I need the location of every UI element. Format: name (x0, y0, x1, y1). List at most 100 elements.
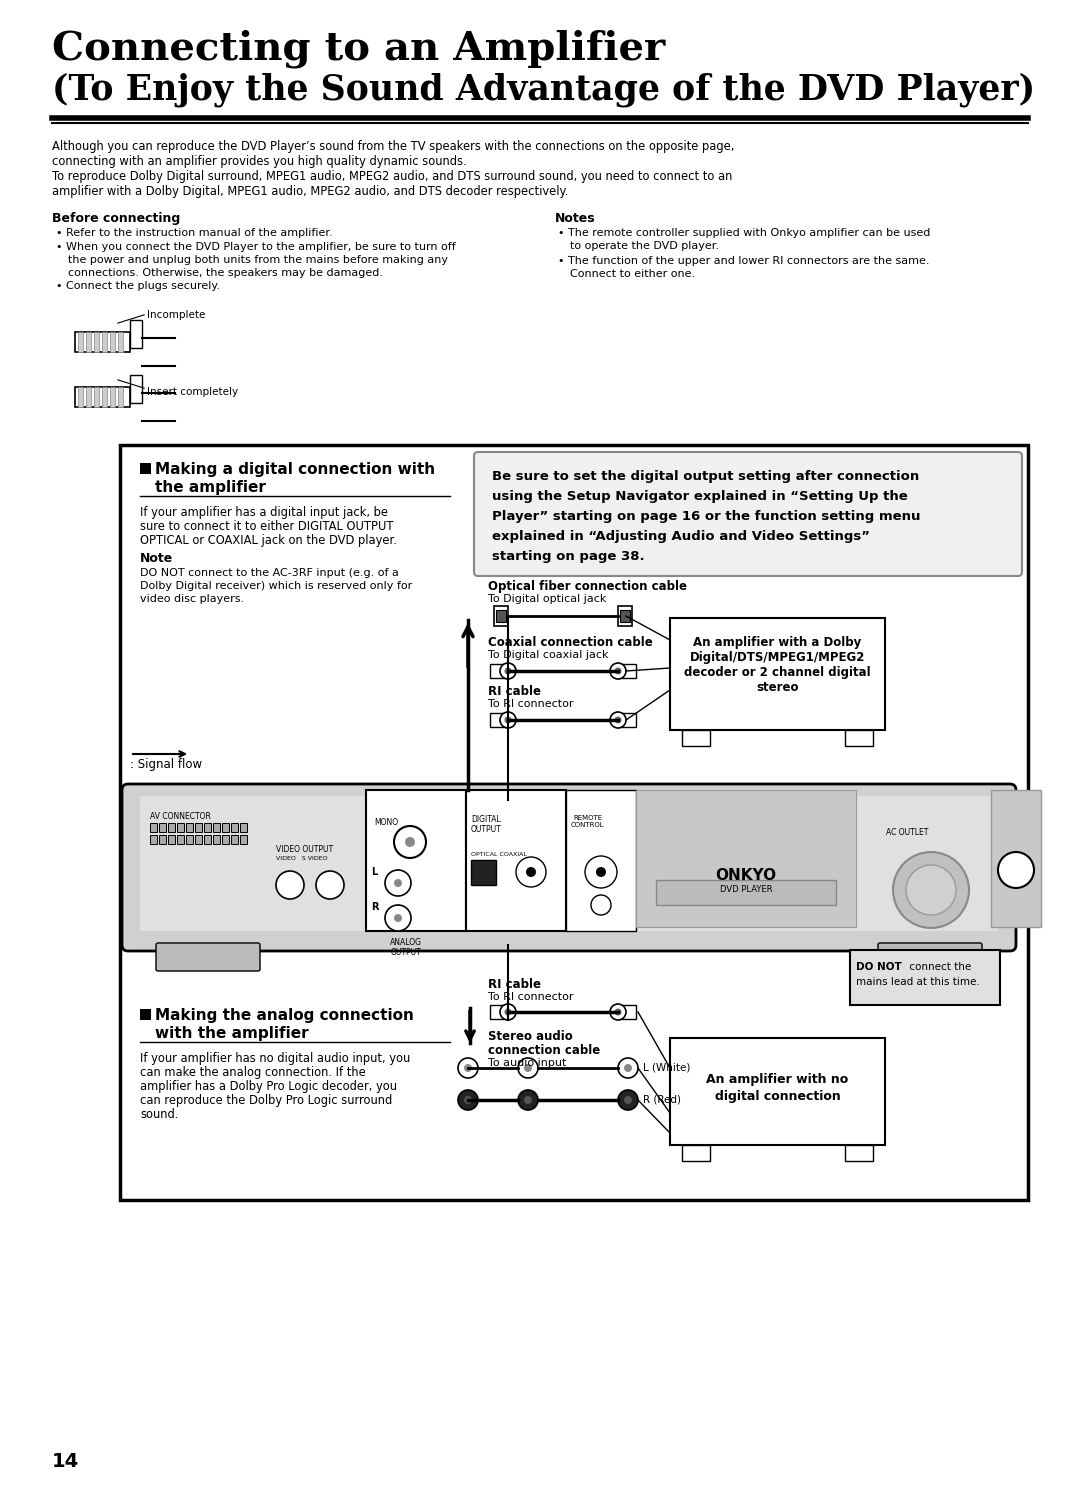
Text: the amplifier: the amplifier (156, 480, 266, 495)
Text: Notes: Notes (555, 212, 596, 226)
FancyBboxPatch shape (122, 784, 1016, 950)
Bar (618, 664, 636, 679)
Text: connection cable: connection cable (488, 1044, 600, 1057)
Bar (991, 790, 1041, 927)
Circle shape (384, 904, 411, 931)
Text: Making the analog connection: Making the analog connection (156, 1008, 414, 1023)
Circle shape (464, 1096, 472, 1103)
Text: L: L (372, 867, 377, 878)
Bar (150, 835, 157, 843)
Text: An amplifier with no: An amplifier with no (706, 1074, 849, 1086)
Bar (681, 1145, 710, 1161)
Bar (231, 823, 238, 832)
Bar (845, 1145, 873, 1161)
Bar (186, 835, 193, 843)
Circle shape (500, 662, 516, 679)
Text: with the amplifier: with the amplifier (156, 1026, 309, 1041)
Text: DVD PLAYER: DVD PLAYER (719, 885, 772, 894)
Bar (204, 835, 211, 843)
Bar (231, 835, 238, 843)
Bar (845, 731, 873, 745)
Circle shape (405, 838, 415, 846)
Text: Digital/DTS/MPEG1/MPEG2: Digital/DTS/MPEG1/MPEG2 (690, 650, 865, 664)
Bar (240, 835, 247, 843)
Bar (118, 333, 123, 352)
Circle shape (591, 895, 611, 915)
FancyBboxPatch shape (474, 451, 1022, 576)
Bar (850, 950, 1000, 1005)
Bar (102, 388, 107, 407)
Circle shape (500, 711, 516, 728)
Bar (490, 664, 508, 679)
Circle shape (276, 872, 303, 898)
Bar (366, 790, 465, 931)
Text: DO NOT: DO NOT (856, 962, 902, 973)
Circle shape (618, 1090, 638, 1109)
Circle shape (458, 1090, 478, 1109)
Bar (75, 388, 130, 407)
Circle shape (624, 1063, 632, 1072)
Bar (102, 333, 107, 352)
Text: • The remote controller supplied with Onkyo amplifier can be used: • The remote controller supplied with On… (558, 229, 930, 238)
Circle shape (394, 913, 402, 922)
Bar (75, 333, 130, 352)
Text: connect the: connect the (906, 962, 971, 973)
Text: REMOTE
CONTROL: REMOTE CONTROL (571, 815, 605, 829)
Bar (490, 1005, 508, 1019)
Text: AC OUTLET: AC OUTLET (886, 829, 929, 838)
Bar (618, 713, 636, 728)
Text: To reproduce Dolby Digital surround, MPEG1 audio, MPEG2 audio, and DTS surround : To reproduce Dolby Digital surround, MPE… (52, 169, 732, 183)
Bar (94, 333, 99, 352)
Text: Connect to either one.: Connect to either one. (570, 269, 696, 279)
Text: the power and unplug both units from the mains before making any: the power and unplug both units from the… (68, 255, 448, 264)
Bar (496, 610, 507, 622)
Bar (222, 835, 229, 843)
Text: ONKYO: ONKYO (715, 869, 777, 884)
Circle shape (394, 826, 426, 858)
Bar (670, 618, 885, 731)
Bar (240, 823, 247, 832)
Text: Although you can reproduce the DVD Player’s sound from the TV speakers with the : Although you can reproduce the DVD Playe… (52, 140, 734, 153)
Circle shape (893, 852, 969, 928)
Text: • Connect the plugs securely.: • Connect the plugs securely. (56, 281, 220, 291)
Bar (204, 823, 211, 832)
Bar (494, 606, 508, 627)
Circle shape (610, 1004, 626, 1020)
Bar (168, 835, 175, 843)
Circle shape (500, 1004, 516, 1020)
Bar (140, 1008, 151, 1020)
Text: Stereo audio: Stereo audio (488, 1031, 572, 1042)
Text: RI cable: RI cable (488, 685, 541, 698)
Circle shape (524, 1096, 532, 1103)
Text: using the Setup Navigator explained in “Setting Up the: using the Setup Navigator explained in “… (492, 490, 908, 503)
Bar (86, 333, 91, 352)
FancyBboxPatch shape (878, 943, 982, 971)
Bar (195, 823, 202, 832)
Text: Incomplete: Incomplete (147, 310, 205, 319)
Text: MONO: MONO (374, 818, 399, 827)
Text: OPTICAL or COAXIAL jack on the DVD player.: OPTICAL or COAXIAL jack on the DVD playe… (140, 535, 396, 546)
Text: video disc players.: video disc players. (140, 594, 244, 604)
Bar (150, 823, 157, 832)
Text: • Refer to the instruction manual of the amplifier.: • Refer to the instruction manual of the… (56, 229, 333, 238)
Bar (471, 860, 496, 885)
Text: digital connection: digital connection (715, 1090, 840, 1103)
Circle shape (316, 872, 345, 898)
Circle shape (524, 1063, 532, 1072)
Bar (86, 388, 91, 407)
Text: Connecting to an Amplifier: Connecting to an Amplifier (52, 30, 665, 68)
FancyBboxPatch shape (156, 943, 260, 971)
Circle shape (516, 857, 546, 887)
Bar (636, 790, 856, 927)
Bar (120, 446, 1028, 1200)
Bar (159, 835, 166, 843)
Text: If your amplifier has a digital input jack, be: If your amplifier has a digital input ja… (140, 506, 388, 518)
Text: amplifier with a Dolby Digital, MPEG1 audio, MPEG2 audio, and DTS decoder respec: amplifier with a Dolby Digital, MPEG1 au… (52, 186, 568, 198)
Text: to operate the DVD player.: to operate the DVD player. (570, 241, 719, 251)
Text: ANALOG
OUTPUT: ANALOG OUTPUT (390, 939, 422, 958)
Bar (681, 731, 710, 745)
Bar (618, 606, 632, 627)
Text: decoder or 2 channel digital: decoder or 2 channel digital (685, 665, 870, 679)
Bar (118, 388, 123, 407)
Bar (222, 823, 229, 832)
